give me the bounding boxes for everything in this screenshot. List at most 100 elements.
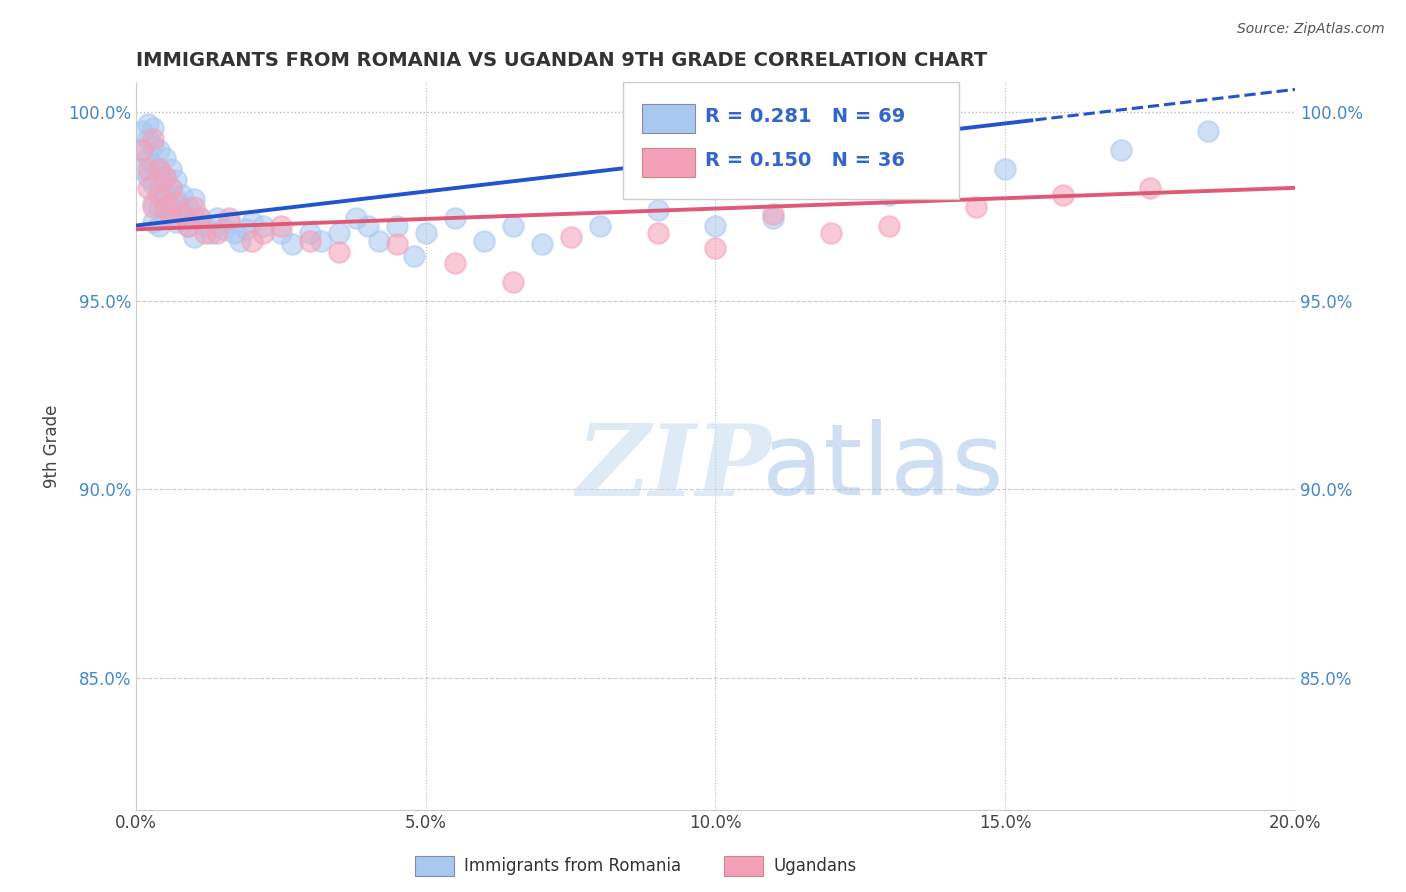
Text: R = 0.150   N = 36: R = 0.150 N = 36: [704, 151, 905, 169]
FancyBboxPatch shape: [643, 148, 695, 177]
FancyBboxPatch shape: [623, 82, 959, 199]
Point: [205, 211, 228, 225]
Point: [235, 222, 257, 236]
Point: [298, 234, 321, 248]
Point: [311, 234, 333, 248]
Point: [142, 132, 165, 146]
Point: [177, 200, 200, 214]
Text: Ugandans: Ugandans: [773, 857, 856, 875]
Point: [385, 237, 408, 252]
Point: [472, 234, 495, 248]
Point: [647, 203, 669, 218]
Point: [404, 249, 426, 263]
Point: [879, 188, 901, 202]
Point: [131, 143, 153, 157]
Point: [588, 219, 610, 233]
Point: [704, 241, 727, 255]
Point: [142, 158, 165, 172]
Text: R = 0.281   N = 69: R = 0.281 N = 69: [704, 107, 905, 126]
Point: [159, 161, 181, 176]
Point: [218, 215, 240, 229]
Point: [166, 215, 188, 229]
Point: [298, 226, 321, 240]
Point: [1109, 143, 1132, 157]
Point: [183, 230, 205, 244]
Point: [357, 219, 380, 233]
Point: [153, 169, 176, 184]
Point: [281, 237, 304, 252]
Point: [762, 211, 785, 225]
Point: [153, 200, 176, 214]
Point: [159, 211, 181, 225]
Point: [148, 219, 170, 233]
Y-axis label: 9th Grade: 9th Grade: [44, 404, 60, 488]
Point: [136, 161, 159, 176]
Point: [136, 181, 159, 195]
Point: [965, 200, 987, 214]
Point: [172, 188, 194, 202]
Point: [194, 219, 217, 233]
Point: [328, 226, 350, 240]
Point: [153, 188, 176, 202]
Point: [368, 234, 391, 248]
Point: [530, 237, 553, 252]
Point: [142, 215, 165, 229]
Point: [270, 219, 292, 233]
Point: [240, 234, 263, 248]
Point: [148, 200, 170, 214]
Point: [172, 207, 194, 221]
Point: [385, 219, 408, 233]
Point: [148, 181, 170, 195]
Point: [142, 195, 165, 210]
Point: [177, 219, 200, 233]
Point: [704, 219, 727, 233]
Point: [183, 211, 205, 225]
Point: [820, 226, 842, 240]
Point: [502, 275, 524, 289]
Point: [136, 169, 159, 184]
Point: [647, 226, 669, 240]
Point: [148, 161, 170, 176]
Point: [131, 161, 153, 176]
Point: [443, 211, 465, 225]
Point: [177, 219, 200, 233]
Point: [153, 169, 176, 184]
Point: [153, 151, 176, 165]
Point: [131, 124, 153, 138]
Point: [183, 200, 205, 214]
Point: [240, 215, 263, 229]
Text: Immigrants from Romania: Immigrants from Romania: [464, 857, 681, 875]
Point: [443, 256, 465, 270]
Point: [131, 143, 153, 157]
Point: [172, 207, 194, 221]
Point: [142, 200, 165, 214]
Point: [200, 226, 222, 240]
Point: [270, 226, 292, 240]
Point: [148, 161, 170, 176]
Point: [183, 192, 205, 206]
Point: [1139, 181, 1161, 195]
FancyBboxPatch shape: [643, 104, 695, 133]
Text: Source: ZipAtlas.com: Source: ZipAtlas.com: [1237, 22, 1385, 37]
Point: [205, 226, 228, 240]
Point: [229, 234, 252, 248]
Point: [1052, 188, 1074, 202]
Point: [188, 211, 211, 225]
Point: [328, 244, 350, 259]
Point: [153, 211, 176, 225]
Point: [159, 181, 181, 195]
Point: [159, 200, 181, 214]
Point: [166, 173, 188, 187]
Point: [166, 192, 188, 206]
Point: [142, 177, 165, 191]
Point: [188, 211, 211, 225]
Point: [224, 226, 246, 240]
Text: ZIP: ZIP: [576, 419, 772, 516]
Point: [194, 226, 217, 240]
Point: [136, 151, 159, 165]
Point: [142, 120, 165, 135]
Point: [142, 139, 165, 153]
Point: [166, 195, 188, 210]
Point: [560, 230, 582, 244]
Point: [136, 117, 159, 131]
